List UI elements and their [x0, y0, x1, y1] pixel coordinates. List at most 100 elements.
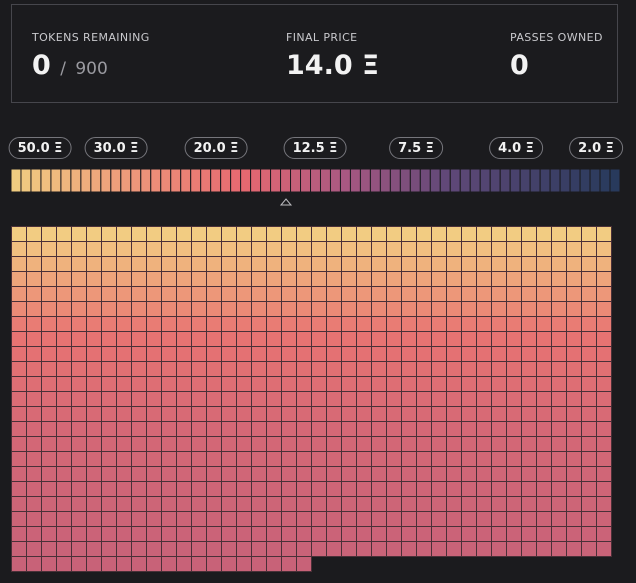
token-cell: [161, 286, 177, 302]
token-cell: [266, 331, 282, 347]
token-cell: [281, 496, 297, 512]
token-cell: [581, 526, 597, 542]
token-cell: [86, 286, 102, 302]
token-cell: [551, 511, 567, 527]
token-cell: [281, 481, 297, 497]
token-cell: [311, 406, 327, 422]
token-cell: [461, 301, 477, 317]
token-cell: [446, 391, 462, 407]
token-cell: [266, 301, 282, 317]
token-cell: [71, 301, 87, 317]
token-cell: [131, 421, 147, 437]
token-cell: [251, 346, 267, 362]
token-cell: [521, 481, 537, 497]
token-cell: [356, 346, 372, 362]
token-cell: [116, 526, 132, 542]
price-segment: [260, 168, 272, 193]
token-cell: [551, 256, 567, 272]
token-cell: [386, 496, 402, 512]
token-cell: [521, 271, 537, 287]
token-cell: [266, 511, 282, 527]
token-cell: [326, 241, 342, 257]
token-cell: [176, 451, 192, 467]
token-cell: [521, 466, 537, 482]
token-cell: [506, 421, 522, 437]
token-cell: [161, 556, 177, 572]
token-cell: [371, 451, 387, 467]
token-cell: [251, 316, 267, 332]
price-segment: [429, 168, 441, 193]
token-cell: [356, 526, 372, 542]
token-cell: [551, 481, 567, 497]
token-cell: [551, 301, 567, 317]
token-cell: [596, 526, 612, 542]
token-cell: [251, 241, 267, 257]
token-cell: [296, 406, 312, 422]
token-cell: [536, 481, 552, 497]
token-cell: [86, 436, 102, 452]
token-cell: [296, 301, 312, 317]
price-segment: [609, 168, 621, 193]
token-cell: [506, 271, 522, 287]
token-cell: [326, 451, 342, 467]
token-cell: [446, 271, 462, 287]
token-cell: [176, 541, 192, 557]
token-cell: [536, 541, 552, 557]
token-cell: [506, 226, 522, 242]
token-cell: [236, 496, 252, 512]
token-cell: [176, 481, 192, 497]
token-cell: [521, 241, 537, 257]
token-cell: [266, 406, 282, 422]
token-cell: [281, 406, 297, 422]
token-cell: [41, 226, 57, 242]
token-cell: [206, 466, 222, 482]
token-cell: [116, 241, 132, 257]
token-cell: [551, 271, 567, 287]
token-cell: [146, 286, 162, 302]
token-cell: [11, 361, 27, 377]
token-cell: [581, 421, 597, 437]
token-cell: [41, 526, 57, 542]
token-cell: [206, 421, 222, 437]
token-cell: [71, 436, 87, 452]
token-cell: [191, 466, 207, 482]
token-cell: [221, 421, 237, 437]
token-cell: [431, 421, 447, 437]
token-cell: [251, 511, 267, 527]
token-cell: [326, 271, 342, 287]
token-cell: [341, 496, 357, 512]
token-cell: [416, 331, 432, 347]
token-cell: [161, 526, 177, 542]
token-cell: [236, 241, 252, 257]
token-cell: [416, 436, 432, 452]
token-cell: [281, 361, 297, 377]
token-cell: [41, 301, 57, 317]
token-cell: [371, 226, 387, 242]
token-cell: [371, 436, 387, 452]
token-cell: [431, 346, 447, 362]
token-cell: [551, 406, 567, 422]
token-cell: [401, 436, 417, 452]
token-cell: [416, 496, 432, 512]
token-cell: [476, 316, 492, 332]
token-cell: [191, 316, 207, 332]
token-cell: [146, 496, 162, 512]
token-cell: [71, 241, 87, 257]
token-cell: [266, 376, 282, 392]
token-cell: [386, 301, 402, 317]
token-cell: [101, 406, 117, 422]
token-cell: [56, 391, 72, 407]
token-cell: [86, 361, 102, 377]
price-segment: [409, 168, 421, 193]
price-segment: [489, 168, 501, 193]
token-cell: [236, 391, 252, 407]
token-cell: [431, 241, 447, 257]
token-cell: [116, 316, 132, 332]
token-cell: [41, 346, 57, 362]
token-cell: [296, 421, 312, 437]
token-cell: [326, 256, 342, 272]
token-cell: [116, 421, 132, 437]
token-cell: [221, 436, 237, 452]
token-cell: [41, 316, 57, 332]
